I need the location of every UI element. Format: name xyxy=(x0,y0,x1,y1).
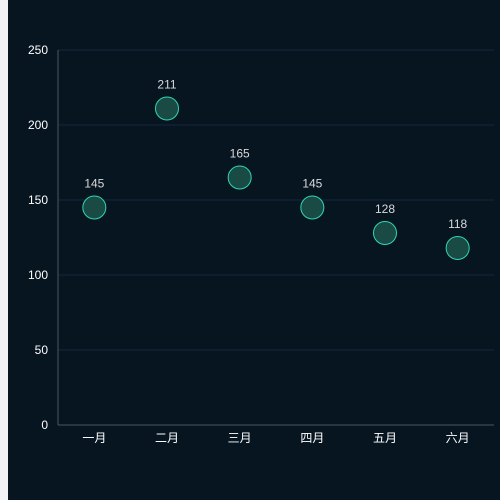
x-tick-label: 二月 xyxy=(155,431,179,445)
x-tick-label: 六月 xyxy=(446,431,470,445)
y-tick-label: 250 xyxy=(28,43,48,57)
data-point[interactable] xyxy=(445,236,470,260)
data-points xyxy=(82,96,470,260)
data-label: 128 xyxy=(375,202,395,216)
y-tick-label: 50 xyxy=(35,343,49,357)
data-point[interactable] xyxy=(300,195,325,220)
data-point[interactable] xyxy=(82,195,107,220)
y-tick-labels: 0 50 100 150 200 250 xyxy=(28,43,48,432)
data-label: 165 xyxy=(230,147,250,161)
x-tick-label: 四月 xyxy=(300,431,324,445)
data-point[interactable] xyxy=(227,165,252,190)
data-point[interactable] xyxy=(155,96,179,121)
x-tick-labels: 一月 二月 三月 四月 五月 六月 xyxy=(82,431,469,445)
x-tick-label: 一月 xyxy=(82,431,106,445)
data-label: 145 xyxy=(84,177,104,191)
data-point[interactable] xyxy=(373,221,397,245)
y-tick-label: 200 xyxy=(28,118,48,132)
chart-panel xyxy=(8,0,500,500)
data-label: 118 xyxy=(448,217,467,231)
y-tick-label: 0 xyxy=(41,418,48,432)
grid-lines xyxy=(58,49,494,351)
data-labels: 145 211 165 145 128 118 xyxy=(84,78,467,232)
y-tick-label: 150 xyxy=(28,193,48,207)
y-tick-label: 100 xyxy=(28,268,48,282)
x-tick-label: 五月 xyxy=(373,431,397,445)
data-label: 145 xyxy=(302,177,322,191)
x-tick-label: 三月 xyxy=(228,431,252,445)
data-label: 211 xyxy=(157,78,176,92)
